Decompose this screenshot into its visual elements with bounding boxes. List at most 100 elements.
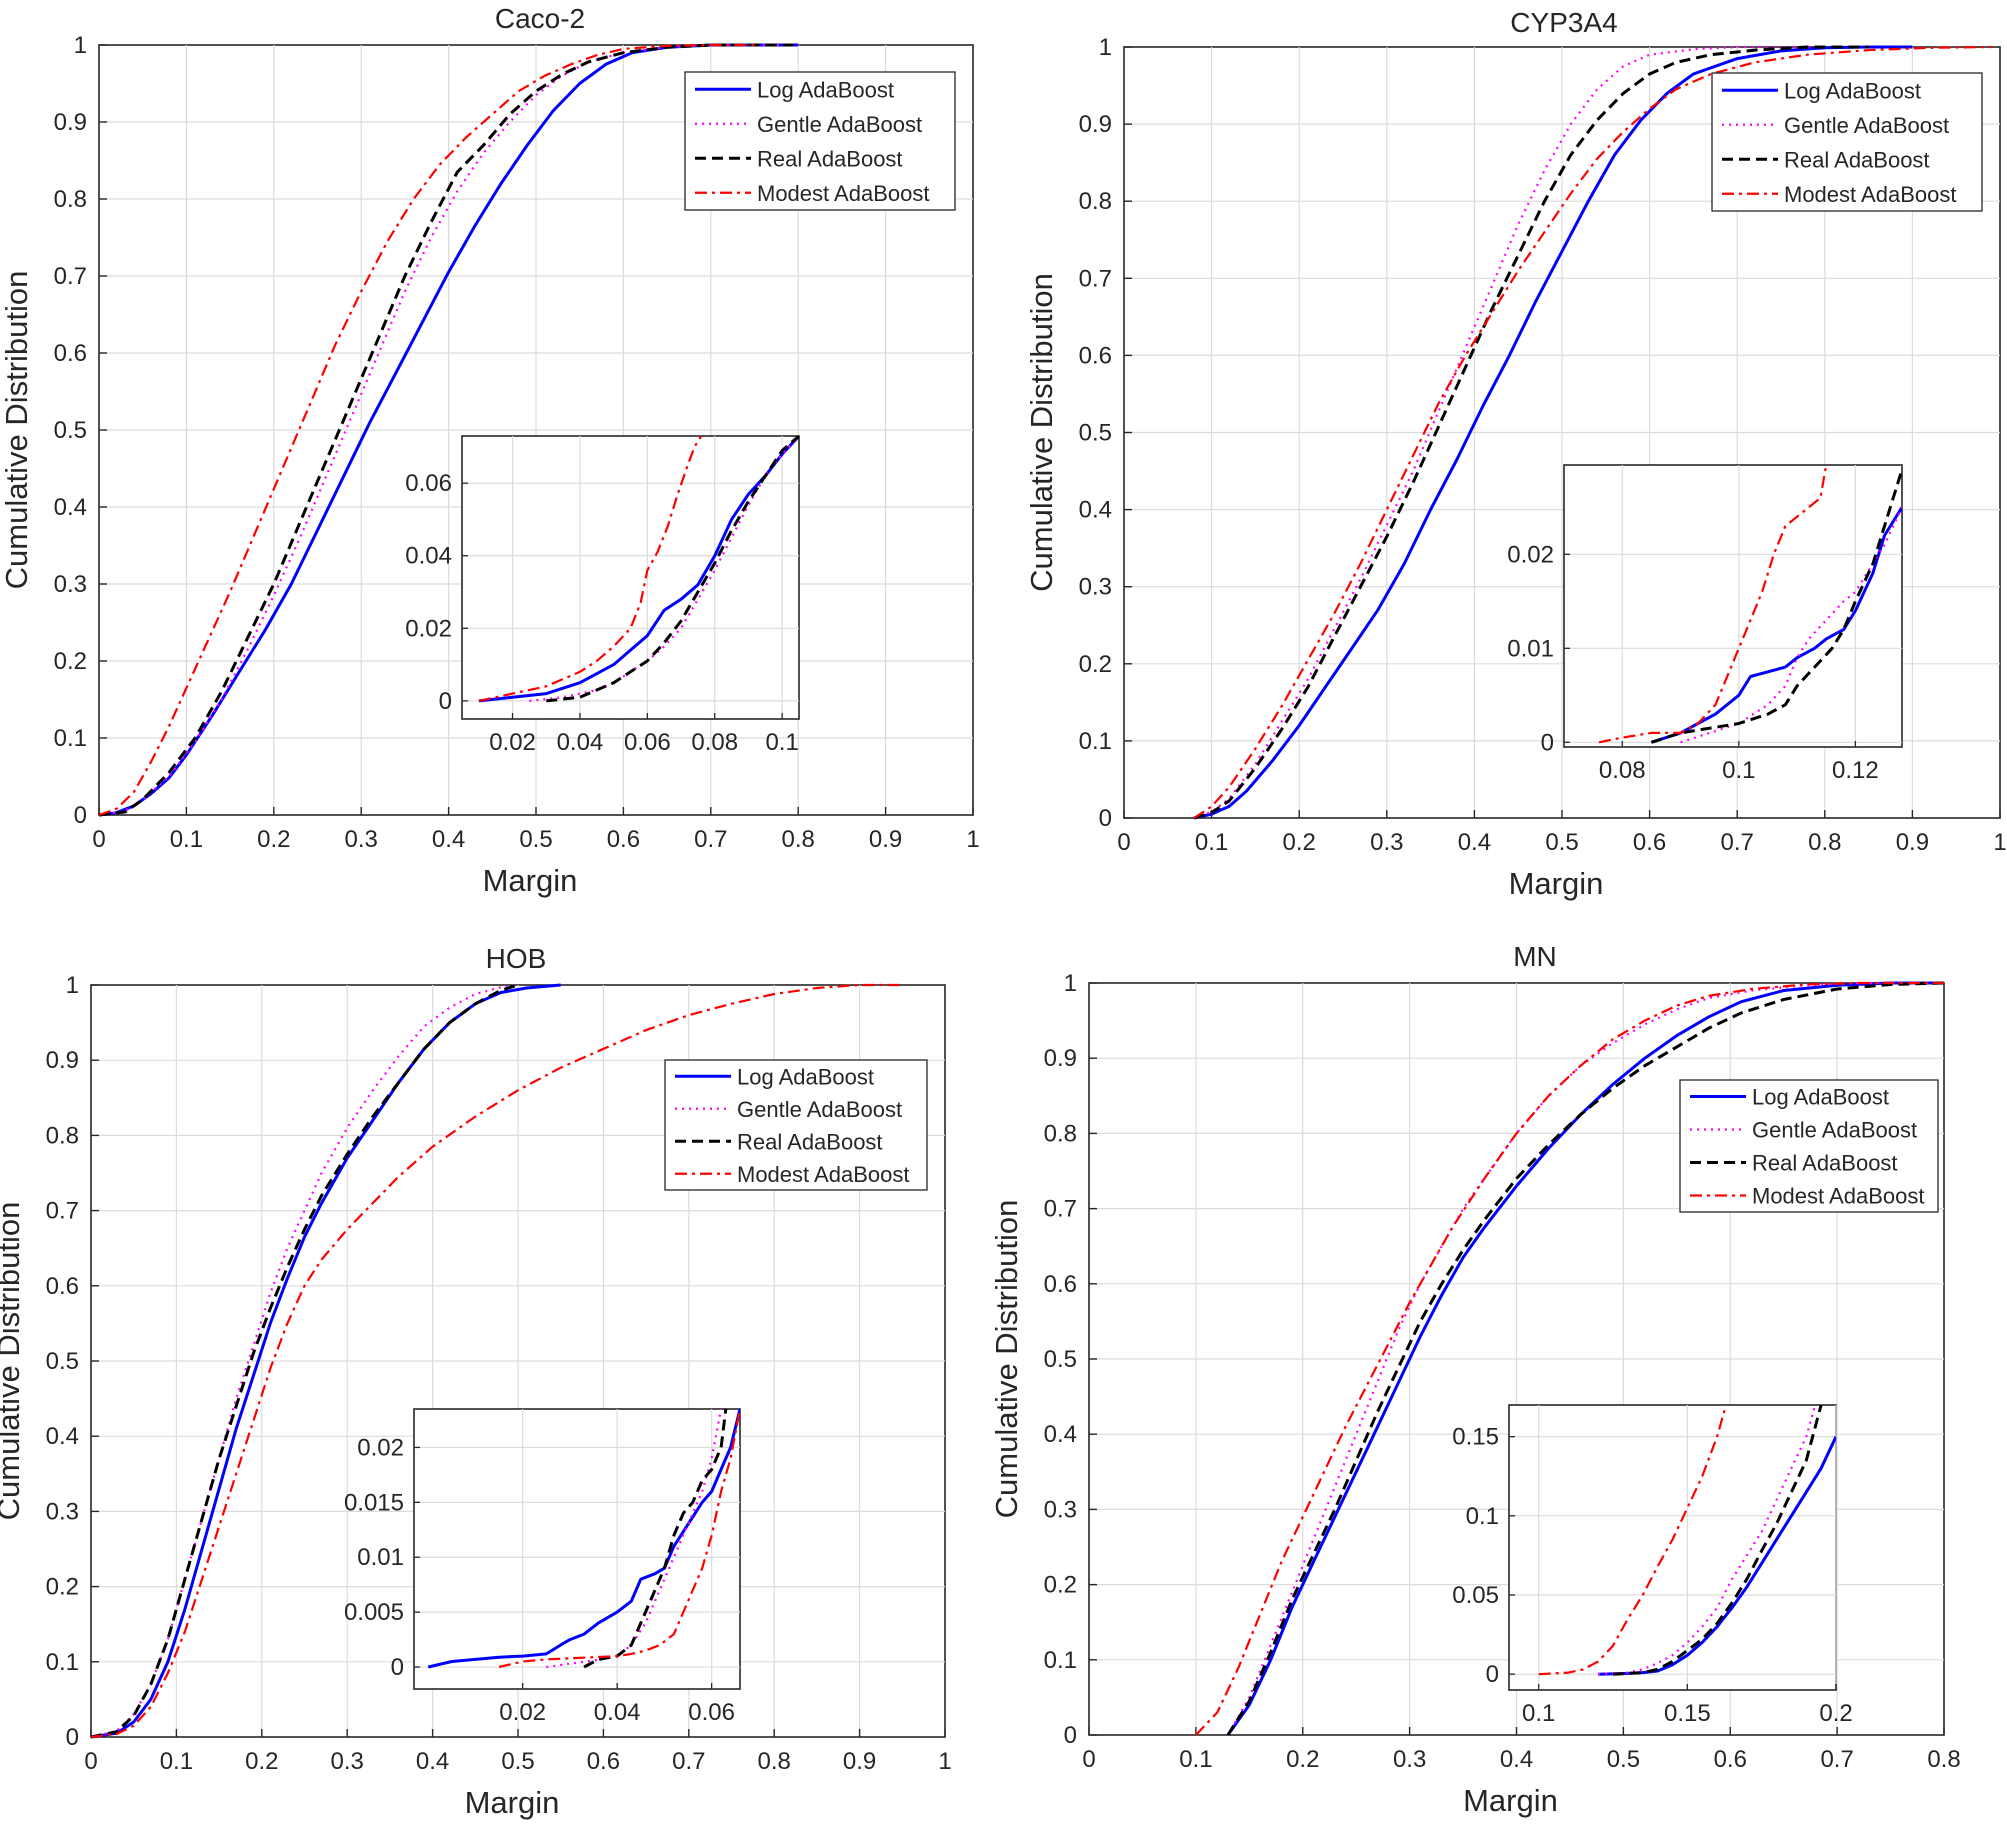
series-lines — [99, 43, 799, 817]
y-tick-label: 0.9 — [1044, 1045, 1077, 1072]
legend-box — [684, 71, 956, 211]
x-axis-label: Margin — [483, 863, 578, 898]
y-tick-label: 1 — [74, 32, 87, 59]
x-tick-label: 0.4 — [1458, 829, 1491, 856]
series-line-real-adaboost — [1193, 45, 1869, 820]
x-tick-label: 0 — [1082, 1746, 1095, 1773]
inset-x-tick-label: 0.06 — [688, 1699, 735, 1726]
x-tick-label: 0.5 — [1545, 829, 1578, 856]
legend-label: Real AdaBoost — [1784, 147, 1930, 172]
inset-series-line-modest-adaboost — [478, 436, 703, 702]
x-tick-label: 0.2 — [245, 1748, 278, 1775]
y-tick-label: 0.3 — [1044, 1496, 1077, 1523]
panel-hob: 0 0.1 0.2 0.3 0.4 0.5 0.6 0.7 0.8 0.9 1 0 0.1 0.2 0.3 0… — [0, 943, 952, 1820]
legend-label: Modest AdaBoost — [737, 1162, 909, 1187]
x-tick-label: 0.9 — [1896, 829, 1929, 856]
inset-series-line-modest-adaboost — [1598, 465, 1828, 744]
y-tick-label: 0.2 — [1079, 651, 1112, 678]
chart-title: Caco-2 — [495, 3, 585, 34]
legend-box — [1679, 1079, 1939, 1213]
legend-label: Gentle AdaBoost — [757, 112, 922, 137]
y-tick-label: 0.7 — [54, 263, 87, 290]
legend-label: Gentle AdaBoost — [1784, 113, 1949, 138]
x-tick-label: 0.9 — [843, 1748, 876, 1775]
legend-label: Real AdaBoost — [757, 146, 903, 171]
x-tick-label: 0 — [92, 826, 105, 853]
inset-series-line-modest-adaboost — [1538, 1405, 1728, 1676]
inset-x-tick-label: 0.12 — [1832, 757, 1879, 784]
inset-grid — [1564, 465, 1902, 747]
x-tick-label: 0.5 — [519, 826, 552, 853]
series-lines — [1193, 45, 1992, 820]
panel-cyp3a4: 0 0.1 0.2 0.3 0.4 0.5 0.6 0.7 0.8 0.9 1 0 0.1 0.2 0.3 0… — [1024, 7, 2007, 901]
x-axis-label: Margin — [465, 1785, 560, 1820]
y-tick-label: 0.6 — [1079, 342, 1112, 369]
x-axis-label: Margin — [1509, 866, 1604, 901]
x-tick-label: 0.2 — [257, 826, 290, 853]
series-line-real-adaboost — [99, 43, 799, 817]
y-tick-label: 0 — [1064, 1722, 1077, 1749]
y-tick-label: 0.2 — [54, 648, 87, 675]
y-tick-label: 0.7 — [1044, 1196, 1077, 1223]
x-tick-label: 0.7 — [694, 826, 727, 853]
inset-x-tick-label: 0.02 — [489, 729, 536, 756]
inset-x-tick-label: 0.04 — [594, 1699, 641, 1726]
y-tick-label: 0.3 — [1079, 574, 1112, 601]
inset-series-line-real-adaboost — [1650, 469, 1902, 744]
inset-series-line-gentle-adaboost — [1598, 1405, 1817, 1676]
x-tick-label: 0.8 — [1808, 829, 1841, 856]
series-line-log-adaboost — [1226, 981, 1944, 1736]
inset-grid — [414, 1409, 740, 1689]
x-tick-label: 1 — [938, 1748, 951, 1775]
x-axis-label: Margin — [1463, 1783, 1558, 1818]
inset-y-tick-label: 0.02 — [357, 1434, 404, 1461]
inset-x-tick-label: 0.08 — [1599, 757, 1646, 784]
series-line-real-adaboost — [91, 983, 519, 1739]
inset-y-tick-label: 0 — [439, 688, 452, 715]
y-tick-label: 0.7 — [1079, 265, 1112, 292]
legend-label: Gentle AdaBoost — [737, 1097, 902, 1122]
y-tick-label: 0.1 — [1044, 1647, 1077, 1674]
legend-label: Log AdaBoost — [1784, 78, 1921, 103]
series-line-modest-adaboost — [1195, 981, 1944, 1736]
inset-axes: 0.02 0.04 0.06 0 0.005 0.01 0.015 0.02 — [344, 1408, 741, 1726]
x-tick-label: 0.8 — [782, 826, 815, 853]
legend-label: Modest AdaBoost — [1752, 1184, 1924, 1209]
inset-grid — [462, 436, 799, 719]
y-tick-label: 1 — [66, 972, 79, 999]
inset-frame — [413, 1408, 741, 1690]
y-tick-label: 0.4 — [1044, 1421, 1077, 1448]
inset-frame — [1563, 464, 1903, 748]
inset-series-line-modest-adaboost — [498, 1409, 740, 1669]
x-tick-label: 0.1 — [1179, 1746, 1212, 1773]
y-tick-label: 0.3 — [46, 1498, 79, 1525]
legend: Log AdaBoost Gentle AdaBoost Real AdaBoost… — [664, 1059, 928, 1191]
inset-x-tick-label: 0.02 — [499, 1699, 546, 1726]
x-tick-label: 0.9 — [869, 826, 902, 853]
y-axis-label: Cumulative Distribution — [0, 271, 34, 590]
y-tick-label: 0 — [74, 802, 87, 829]
y-axis-label: Cumulative Distribution — [0, 1202, 26, 1521]
x-tick-label: 0.8 — [1927, 1746, 1960, 1773]
legend-box — [664, 1059, 928, 1191]
series-line-log-adaboost — [99, 43, 799, 817]
inset-y-tick-label: 0.01 — [1507, 635, 1554, 662]
inset-series-line-real-adaboost — [546, 436, 799, 703]
x-tick-label: 0.4 — [1500, 1746, 1533, 1773]
legend: Log AdaBoost Gentle AdaBoost Real AdaBoost… — [684, 71, 956, 211]
y-tick-label: 0.1 — [46, 1649, 79, 1676]
inset-axes: 0.02 0.04 0.06 0.08 0.1 0 0.02 0.04 0.06 — [405, 435, 800, 756]
series-line-log-adaboost — [1193, 45, 1913, 820]
inset-series-line-real-adaboost — [1612, 1405, 1823, 1676]
x-tick-label: 0.3 — [345, 826, 378, 853]
legend: Log AdaBoost Gentle AdaBoost Real AdaBoost… — [1679, 1079, 1939, 1213]
x-tick-label: 1 — [1993, 829, 2006, 856]
chart-title: HOB — [486, 943, 547, 974]
inset-axes: 0.08 0.1 0.12 0 0.01 0.02 — [1507, 464, 1903, 784]
y-tick-label: 0 — [1099, 805, 1112, 832]
y-tick-label: 0.6 — [46, 1273, 79, 1300]
x-tick-label: 1 — [966, 826, 979, 853]
x-tick-label: 0.6 — [587, 1748, 620, 1775]
inset-series-line-gentle-adaboost — [546, 1409, 723, 1669]
inset-series-line-gentle-adaboost — [529, 436, 799, 702]
